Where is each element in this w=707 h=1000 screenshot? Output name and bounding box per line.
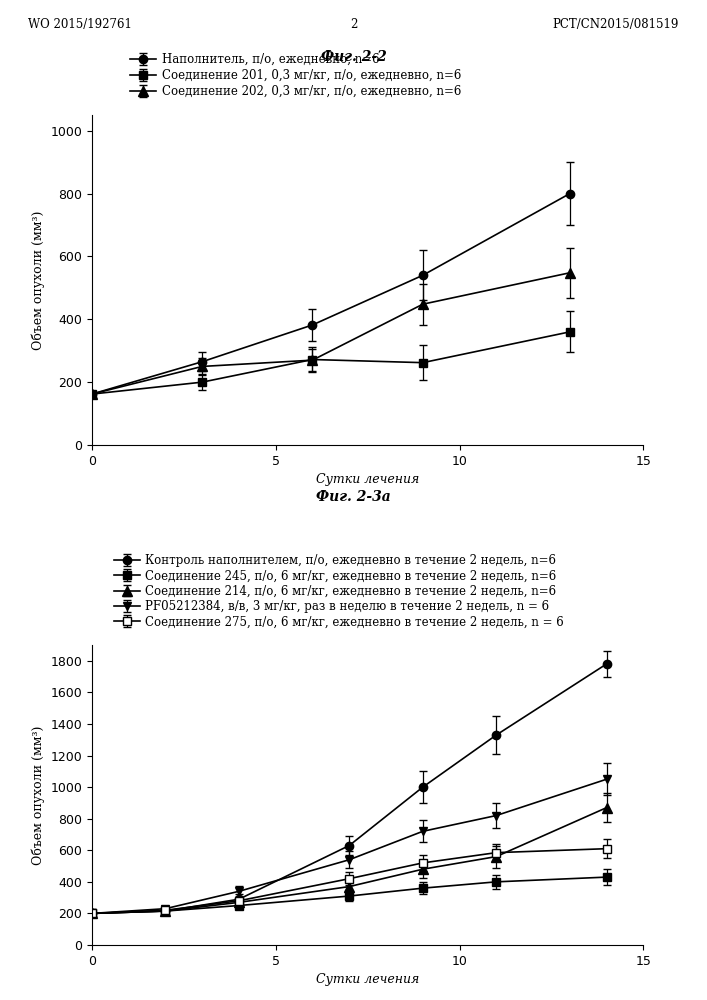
X-axis label: Сутки лечения: Сутки лечения xyxy=(316,973,419,986)
Legend: Контроль наполнителем, п/о, ежедневно в течение 2 недель, n=6, Соединение 245, п: Контроль наполнителем, п/о, ежедневно в … xyxy=(109,549,569,633)
Text: Фиг. 2-2: Фиг. 2-2 xyxy=(321,50,386,64)
Legend: Наполнитель, п/о, ежедневно, n=6, Соединение 201, 0,3 мг/кг, п/о, ежедневно, n=6: Наполнитель, п/о, ежедневно, n=6, Соедин… xyxy=(125,48,466,102)
Text: Фиг. 2-3а: Фиг. 2-3а xyxy=(316,490,391,504)
Text: 2: 2 xyxy=(350,18,357,31)
X-axis label: Сутки лечения: Сутки лечения xyxy=(316,473,419,486)
Text: PCT/CN2015/081519: PCT/CN2015/081519 xyxy=(552,18,679,31)
Y-axis label: Объем опухоли (мм³): Объем опухоли (мм³) xyxy=(31,725,45,865)
Y-axis label: Объем опухоли (мм³): Объем опухоли (мм³) xyxy=(31,210,45,350)
Text: WO 2015/192761: WO 2015/192761 xyxy=(28,18,132,31)
